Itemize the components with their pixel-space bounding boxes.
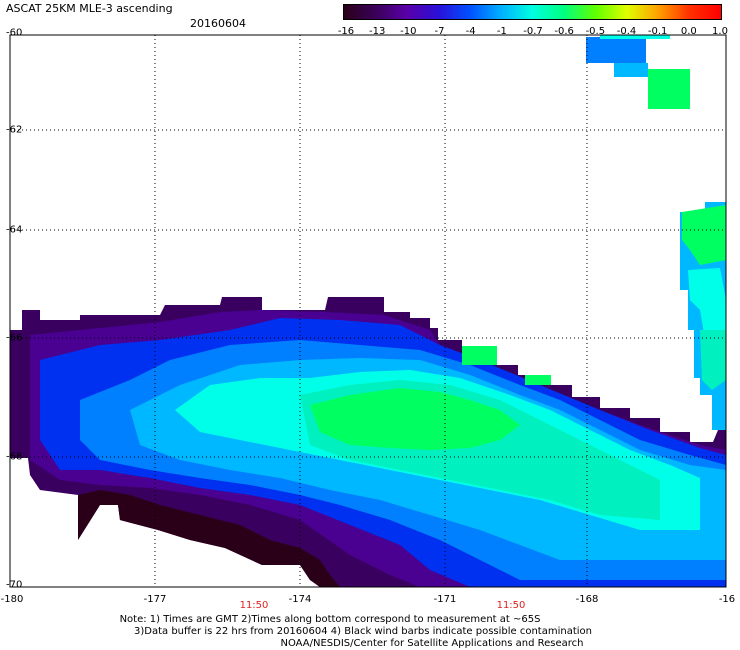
color-bar-label: 1.0	[712, 26, 728, 37]
time-label-1: 11:50	[239, 600, 269, 611]
graticule	[10, 35, 726, 587]
lon-label-180: -180	[0, 594, 24, 605]
swath-darkest	[78, 490, 340, 587]
wind-swath	[10, 35, 726, 587]
swath-green-patch	[525, 375, 551, 385]
swath-green-core	[310, 388, 520, 450]
lon-label-174: -174	[288, 594, 312, 605]
lat-label-66: -66	[6, 332, 23, 344]
lon-label-168: -168	[575, 594, 599, 605]
lat-label-62: -62	[6, 124, 23, 136]
lat-label-68: -68	[6, 451, 23, 463]
lat-label-64: -64	[6, 224, 23, 236]
note-line-2: 3)Data buffer is 22 hrs from 20160604 4)…	[134, 626, 592, 637]
color-bar-label: 0.0	[680, 26, 697, 37]
color-bar-label: -0.1	[647, 26, 668, 37]
map-title: ASCAT 25KM MLE-3 ascending	[6, 2, 173, 15]
time-label-2: 11:50	[496, 600, 526, 611]
color-bar	[343, 4, 722, 20]
color-bar-label: -0.6	[554, 26, 574, 37]
note-line-3: NOAA/NESDIS/Center for Satellite Applica…	[280, 638, 584, 649]
swath-green-patch	[462, 346, 497, 365]
lon-label-177: -177	[143, 594, 167, 605]
color-bar-label: -0.7	[523, 26, 543, 37]
color-bar-label: -7	[434, 26, 445, 37]
right-strip-cyan	[688, 268, 726, 345]
color-bar-label: -1	[496, 26, 507, 37]
fragment-top-right	[586, 37, 646, 63]
lon-label-171: -171	[433, 594, 457, 605]
right-strip-green	[682, 205, 726, 265]
color-bar-label: -0.4	[616, 26, 637, 37]
fragment-top-right	[648, 69, 690, 109]
right-strip-aqua	[700, 330, 726, 390]
color-bar-label: -4	[465, 26, 476, 37]
color-bar-label: -10	[400, 26, 417, 37]
lat-label-60: -60	[6, 27, 23, 39]
lat-label-70: -70	[6, 579, 23, 591]
fragment-top-right	[600, 35, 670, 39]
note-line-1: Note: 1) Times are GMT 2)Times along bot…	[119, 614, 541, 625]
fragment-top-right	[614, 63, 648, 77]
color-bar-label: -16	[337, 26, 355, 37]
color-bar-label: -13	[368, 26, 386, 37]
lon-label-16: -16	[718, 594, 736, 605]
color-bar-label: -0.5	[585, 26, 606, 37]
map-date: 20160604	[190, 17, 246, 30]
map-frame	[9, 34, 727, 588]
